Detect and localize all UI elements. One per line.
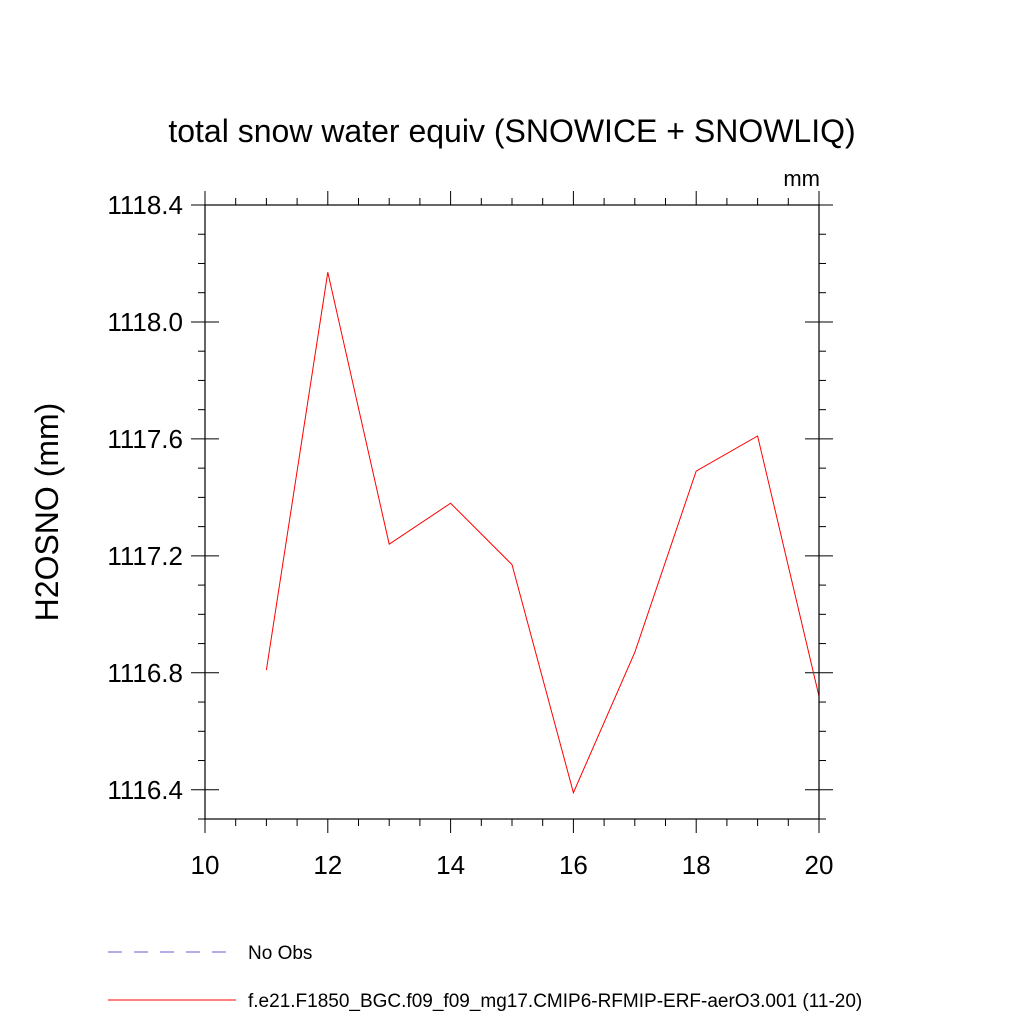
legend-label: No Obs (248, 943, 312, 964)
y-tick-label: 1116.8 (107, 658, 183, 688)
legend: No Obs f.e21.F1850_BGC.f09_f09_mg17.CMIP6… (108, 943, 862, 1012)
chart-title: total snow water equiv (SNOWICE + SNOWLI… (168, 113, 855, 149)
series-line (265, 272, 820, 795)
axis-ticks (191, 191, 833, 833)
x-tick-label: 12 (313, 850, 342, 880)
x-tick-label: 16 (559, 850, 588, 880)
y-tick-label: 1116.4 (107, 775, 183, 805)
axis-tick-labels: 10 12 14 16 18 20 1116.4 1116.8 1117.2 1117.6 1118… (107, 190, 833, 880)
series-lines (265, 272, 820, 795)
x-tick-label: 14 (436, 850, 465, 880)
y-tick-label: 1117.2 (107, 541, 183, 571)
y-axis-label: H2OSNO (mm) (29, 403, 65, 622)
legend-label: f.e21.F1850_BGC.f09_f09_mg17.CMIP6-RFMIP… (248, 991, 862, 1012)
x-tick-label: 10 (191, 850, 220, 880)
x-tick-label: 18 (682, 850, 711, 880)
units-label: mm (783, 166, 820, 191)
plot-frame (204, 204, 820, 820)
y-tick-label: 1117.6 (107, 424, 183, 454)
x-tick-label: 20 (805, 850, 834, 880)
y-tick-label: 1118.0 (107, 307, 183, 337)
y-tick-label: 1118.4 (107, 190, 183, 220)
